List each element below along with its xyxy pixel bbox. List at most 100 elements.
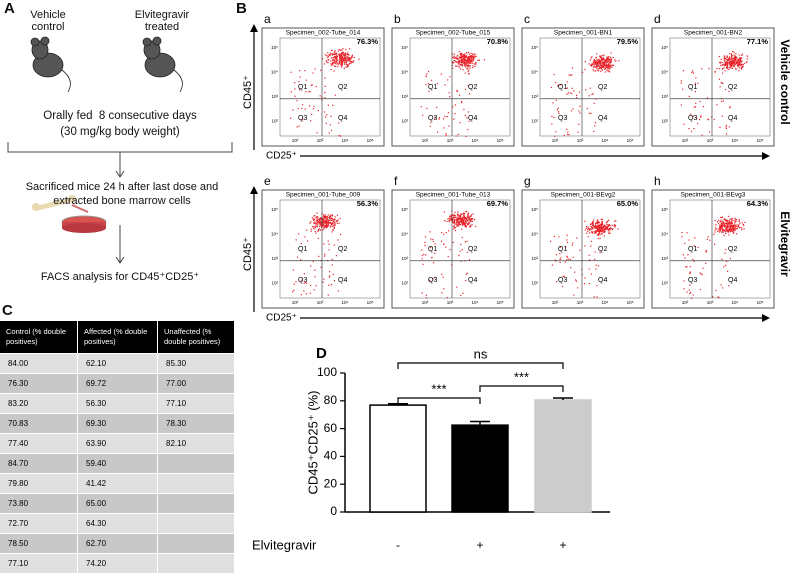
event-dot xyxy=(456,221,458,223)
event-dot xyxy=(335,63,337,65)
event-dot xyxy=(593,225,595,227)
event-dot xyxy=(335,52,338,55)
event-dot xyxy=(568,133,570,136)
event-dot xyxy=(707,118,709,120)
event-dot xyxy=(328,216,330,219)
event-dot xyxy=(732,226,734,228)
x-tick-label: 10³ xyxy=(577,138,584,143)
event-dot xyxy=(343,54,345,56)
row-label: Vehicle control xyxy=(778,39,792,124)
event-dot xyxy=(739,64,741,66)
event-dot xyxy=(464,222,466,225)
event-dot xyxy=(732,228,735,231)
event-dot xyxy=(726,55,728,57)
event-dot xyxy=(471,217,473,219)
event-dot xyxy=(559,257,562,259)
event-dot xyxy=(334,224,336,226)
event-dot xyxy=(561,285,564,288)
event-dot xyxy=(605,66,607,68)
event-dot xyxy=(602,61,604,63)
event-dot xyxy=(333,227,336,229)
event-dot xyxy=(590,225,592,228)
event-dot xyxy=(606,221,608,223)
event-dot xyxy=(466,62,468,64)
event-dot xyxy=(340,63,343,65)
event-dot xyxy=(586,225,588,228)
event-dot xyxy=(596,226,598,228)
event-dot xyxy=(701,273,703,276)
event-dot xyxy=(331,222,334,224)
event-dot xyxy=(453,228,455,230)
event-dot xyxy=(598,55,601,57)
event-dot xyxy=(608,69,610,71)
event-dot xyxy=(596,58,598,61)
event-dot xyxy=(329,216,332,218)
event-dot xyxy=(734,63,736,65)
event-dot xyxy=(594,60,597,62)
event-dot xyxy=(452,214,454,216)
event-dot xyxy=(566,87,568,89)
x-tick-label: 10⁴ xyxy=(732,138,739,143)
event-dot xyxy=(322,217,324,219)
event-dot xyxy=(734,228,736,230)
event-dot xyxy=(682,254,685,256)
event-dot xyxy=(563,275,565,277)
event-dot xyxy=(461,60,464,62)
event-dot xyxy=(458,222,460,224)
event-dot xyxy=(598,231,601,234)
event-dot xyxy=(729,226,731,228)
event-dot xyxy=(290,91,292,93)
event-dot xyxy=(604,59,606,61)
event-dot xyxy=(584,277,586,279)
event-dot xyxy=(607,58,610,60)
event-dot xyxy=(721,225,723,227)
event-dot xyxy=(340,53,343,55)
event-dot xyxy=(452,57,454,59)
event-dot xyxy=(460,216,462,218)
table-cell: 69.30 xyxy=(78,414,158,434)
row-label: Elvitegravir xyxy=(778,211,792,277)
table-cell: 82.10 xyxy=(158,434,235,454)
event-dot xyxy=(461,236,463,239)
event-dot xyxy=(722,225,724,227)
x-tick-label: 10³ xyxy=(707,300,714,305)
event-dot xyxy=(455,90,458,92)
event-dot xyxy=(468,65,470,68)
event-dot xyxy=(731,58,733,60)
event-dot xyxy=(594,224,596,226)
event-dot xyxy=(457,54,459,57)
event-dot xyxy=(734,221,737,223)
event-dot xyxy=(467,57,469,59)
event-dot xyxy=(722,229,724,231)
event-dot xyxy=(594,122,597,124)
event-dot xyxy=(738,67,741,69)
event-dot xyxy=(456,219,458,221)
event-dot xyxy=(316,212,318,214)
event-dot xyxy=(571,244,573,246)
event-dot xyxy=(343,55,345,57)
event-dot xyxy=(684,242,686,244)
event-dot xyxy=(738,61,740,63)
event-dot xyxy=(333,70,335,72)
event-dot xyxy=(310,228,312,230)
event-dot xyxy=(338,122,340,124)
quadrant-percent: 56.3% xyxy=(357,199,379,208)
event-dot xyxy=(461,217,463,219)
event-dot xyxy=(460,101,463,103)
event-dot xyxy=(327,52,329,54)
event-dot xyxy=(340,54,343,56)
significance-label: *** xyxy=(514,369,529,384)
y-tick-label: 10² xyxy=(271,118,278,123)
event-dot xyxy=(470,220,472,222)
quadrant-label: Q3 xyxy=(558,115,567,122)
event-dot xyxy=(607,228,610,231)
event-dot xyxy=(574,271,576,273)
event-dot xyxy=(702,267,704,269)
event-dot xyxy=(723,234,725,237)
event-dot xyxy=(579,105,581,107)
event-dot xyxy=(324,224,327,226)
event-dot xyxy=(727,225,729,227)
event-dot xyxy=(699,272,701,274)
